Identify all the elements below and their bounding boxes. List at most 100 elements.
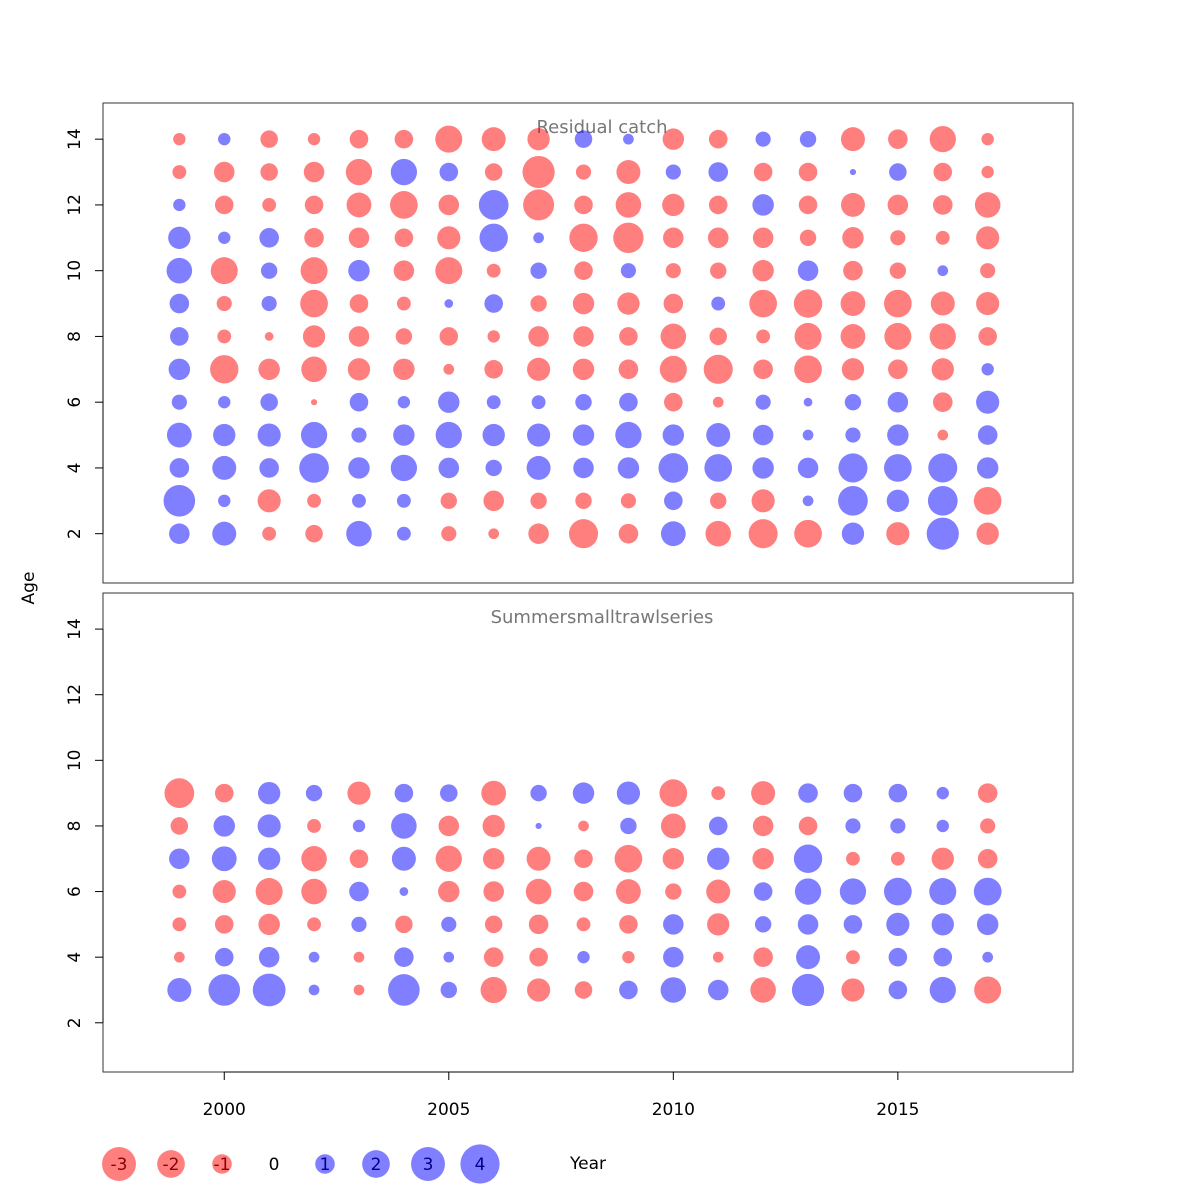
bubble-bottom-2011-age-7 [707,847,730,870]
bubble-top-1999-age-10 [166,257,193,284]
bubble-top-2015-age-9 [884,289,912,318]
y-tick-label: 10 [65,260,85,282]
x-tick-label: 2015 [876,1100,919,1120]
bubble-top-2016-age-9 [930,291,955,316]
bubble-top-2008-age-13 [575,164,592,180]
bubble-bottom-2000-age-5 [214,915,234,934]
bubble-top-2012-age-9 [749,289,777,318]
bubble-top-2000-age-13 [213,161,235,183]
legend-label: -3 [111,1155,128,1175]
bubble-top-2005-age-3 [440,492,457,510]
bubble-top-2015-age-10 [889,262,907,279]
bubble-top-2015-age-6 [887,391,909,413]
bubble-top-2002-age-6 [310,399,318,406]
bubble-top-2006-age-13 [484,163,503,181]
bubble-bottom-2016-age-4 [933,947,953,967]
bubble-bottom-2006-age-4 [483,947,504,967]
bubble-bottom-2010-age-4 [663,946,684,968]
bubble-top-2013-age-5 [802,429,814,441]
bubble-bottom-2009-age-3 [619,980,638,1000]
bubble-top-2014-age-2 [841,522,865,545]
bubble-top-2011-age-13 [708,162,729,182]
bubble-bottom-2013-age-7 [793,844,823,873]
bubble-bottom-2017-age-7 [977,848,998,869]
bubble-bottom-2013-age-9 [798,783,818,803]
bubble-top-2013-age-13 [798,162,818,182]
bubble-top-2002-age-11 [304,227,324,248]
bubble-top-2009-age-4 [617,457,640,479]
bubble-top-2007-age-4 [526,455,551,480]
bubble-top-2003-age-7 [347,358,371,381]
bubble-top-2004-age-10 [393,260,415,281]
bubble-top-2008-age-14 [574,130,593,148]
bubble-bottom-2005-age-8 [438,815,460,837]
y-tick-label: 4 [65,952,85,963]
bubble-top-2006-age-2 [488,528,500,540]
bubble-top-1999-age-3 [163,485,196,517]
bubble-top-2000-age-6 [218,395,231,409]
bubble-top-2007-age-2 [528,523,549,544]
bubble-bottom-2012-age-6 [753,882,773,901]
bubble-bottom-2008-age-3 [574,981,593,999]
bubble-top-2011-age-8 [709,327,727,346]
bubble-top-1999-age-14 [173,132,186,146]
legend-label: 3 [423,1155,434,1175]
y-tick-label: 2 [65,1017,85,1028]
bubble-bottom-2011-age-3 [707,979,729,1001]
y-axis-title: Age [19,572,39,605]
bubble-top-2003-age-9 [349,294,369,313]
bubble-top-2013-age-14 [799,130,817,148]
bubble-bottom-2014-age-6 [839,878,867,905]
bubble-top-2012-age-13 [753,162,773,182]
bubble-top-2003-age-14 [349,129,369,149]
bubble-top-2012-age-8 [756,329,771,344]
bubble-top-2002-age-14 [307,132,321,146]
bubble-bottom-2008-age-7 [574,849,593,869]
bubble-top-2009-age-2 [618,523,639,544]
bubble-top-2007-age-8 [528,326,549,347]
bubble-top-2016-age-3 [927,485,958,516]
bubble-top-2001-age-6 [260,393,278,411]
bubble-top-2012-age-11 [752,227,774,249]
bubble-bottom-2001-age-5 [258,913,280,936]
bubble-bottom-2014-age-3 [841,978,865,1002]
bubble-top-2016-age-11 [935,230,950,245]
bubble-top-2007-age-14 [527,127,550,151]
y-tick-label: 6 [65,397,85,408]
bubble-top-2003-age-12 [346,192,372,218]
bubble-top-2002-age-10 [300,257,328,285]
bubble-top-2006-age-5 [482,423,505,447]
bubble-top-2015-age-7 [888,359,908,380]
bubble-bottom-2009-age-7 [614,844,643,873]
bubble-bottom-2010-age-9 [659,779,688,807]
bubble-top-2014-age-7 [841,358,865,381]
bubble-bottom-2015-age-4 [888,947,908,967]
bubble-top-2010-age-10 [665,263,681,279]
bubble-bottom-1999-age-4 [173,951,185,963]
bubble-top-2009-age-9 [617,292,640,315]
bubble-top-2008-age-11 [569,223,598,252]
bubble-bottom-2008-age-5 [576,917,591,932]
bubble-bottom-2013-age-3 [791,973,825,1007]
bubble-bottom-2014-age-4 [846,950,860,965]
bubble-top-2011-age-14 [708,129,728,149]
legend-label: 2 [371,1155,382,1175]
bubble-top-2004-age-11 [394,228,414,248]
bubble-bottom-2008-age-8 [578,820,589,832]
bubble-top-2012-age-10 [752,259,774,282]
bubble-top-2003-age-10 [348,259,370,282]
bubble-bottom-2006-age-6 [483,881,504,902]
bubble-top-2008-age-3 [575,492,592,510]
bubble-top-2010-age-9 [663,293,684,314]
bubble-top-2014-age-5 [845,427,861,443]
bubble-top-1999-age-4 [169,458,190,478]
bubble-bottom-2014-age-7 [846,851,860,866]
bubble-top-2014-age-11 [842,227,864,249]
bubble-bottom-2010-age-8 [660,813,686,839]
bubble-bottom-2009-age-8 [620,817,637,835]
bubble-top-2011-age-5 [706,423,731,448]
bubble-top-2016-age-12 [932,195,953,215]
bubble-bottom-2003-age-7 [349,849,369,869]
bubble-bottom-2003-age-8 [352,819,366,833]
y-tick-label: 12 [65,194,85,216]
